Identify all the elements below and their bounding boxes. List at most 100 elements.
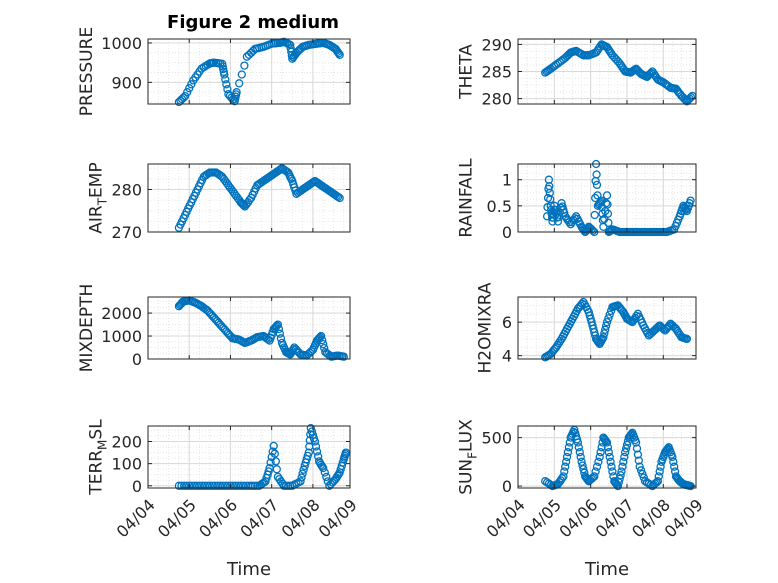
data-point: [669, 322, 678, 331]
data-point: [620, 452, 629, 462]
x-tick-label: 04/07: [592, 495, 638, 541]
data-point: [617, 467, 626, 476]
y-tick-label: 200: [111, 433, 142, 452]
data-point: [273, 320, 283, 329]
y-tick-label: 2000: [101, 304, 142, 323]
data-point: [601, 199, 611, 208]
data-point: [205, 481, 214, 490]
data-point: [601, 321, 611, 331]
y-tick-label: 1: [502, 171, 512, 190]
axes-box: [147, 163, 351, 233]
data-point: [268, 447, 277, 456]
data-point: [635, 462, 644, 471]
data-point: [312, 447, 322, 456]
data-point: [604, 218, 613, 227]
y-tick-label: 1000: [101, 327, 142, 346]
data-point: [232, 88, 241, 97]
data-point: [270, 449, 279, 458]
data-point: [615, 474, 624, 483]
y-axis-label: MIXDEPTH: [77, 284, 97, 373]
data-point: [200, 481, 209, 490]
data-point: [564, 443, 574, 452]
y-tick-label: 6: [502, 313, 512, 332]
data-point: [604, 314, 613, 323]
data-point: [553, 341, 562, 350]
data-point: [561, 457, 571, 466]
x-tick-label: 04/05: [519, 495, 565, 541]
data-point: [605, 310, 614, 319]
data-point: [319, 463, 328, 473]
y-tick-label: 500: [481, 429, 512, 448]
plot-area: [148, 39, 350, 104]
data-point: [299, 465, 308, 474]
data-point: [560, 467, 569, 476]
data-point: [648, 67, 657, 76]
data-point: [563, 448, 573, 457]
y-axis-label: RAINFALL: [457, 158, 477, 238]
data-point: [221, 481, 230, 490]
y-tick-label: 0: [132, 350, 142, 369]
data-point: [591, 467, 600, 476]
y-tick-label: 100: [111, 455, 142, 474]
x-tick-label: 04/04: [113, 495, 159, 541]
data-point: [197, 481, 207, 490]
data-point: [335, 50, 344, 59]
data-point: [266, 458, 275, 467]
x-tick-label: 04/08: [278, 495, 324, 541]
data-point: [682, 334, 692, 344]
y-axis-label: H2OMIXRA: [476, 282, 496, 373]
data-point: [297, 473, 306, 482]
x-axis-label: Time: [226, 559, 271, 580]
data-point: [320, 468, 329, 477]
data-point: [210, 481, 220, 490]
data-point: [645, 70, 654, 79]
data-point: [588, 226, 598, 235]
data-point: [318, 335, 327, 345]
y-tick-label: 280: [481, 90, 512, 109]
data-point: [671, 324, 681, 333]
x-tick-label: 04/06: [195, 495, 241, 541]
data-point: [553, 217, 563, 226]
data-point: [653, 477, 663, 486]
figure-title: Figure 2 medium: [167, 12, 339, 33]
data-point: [574, 443, 583, 452]
x-tick-label: 04/06: [555, 495, 601, 541]
data-point: [228, 481, 238, 490]
y-axis-label: THETA: [457, 44, 477, 100]
data-point: [605, 452, 614, 462]
data-point: [619, 457, 628, 466]
data-point: [607, 462, 616, 471]
axes-box: [147, 38, 351, 105]
data-point: [599, 333, 608, 342]
data-point: [583, 475, 593, 485]
data-point: [594, 457, 603, 466]
data-point: [222, 80, 231, 89]
data-point: [602, 191, 612, 200]
y-tick-label: 4: [502, 347, 512, 366]
data-point: [638, 469, 647, 479]
data-point: [595, 452, 604, 462]
data-point: [590, 210, 599, 220]
data-point: [271, 457, 280, 466]
data-point: [565, 218, 574, 227]
subplot-rainfall: 0 0.5 1 RAINFALL: [457, 158, 697, 242]
data-point: [187, 481, 196, 490]
data-point: [618, 63, 627, 72]
data-point: [603, 200, 612, 209]
data-point: [177, 481, 186, 490]
data-point: [606, 306, 616, 315]
data-point: [226, 481, 235, 490]
data-point: [190, 481, 199, 490]
data-point: [551, 205, 560, 214]
data-point: [632, 444, 642, 453]
y-tick-label: 285: [481, 63, 512, 82]
data-point: [596, 197, 605, 207]
data-point: [187, 80, 196, 89]
data-point: [592, 170, 601, 179]
data-point: [322, 472, 331, 482]
data-point: [670, 462, 679, 471]
